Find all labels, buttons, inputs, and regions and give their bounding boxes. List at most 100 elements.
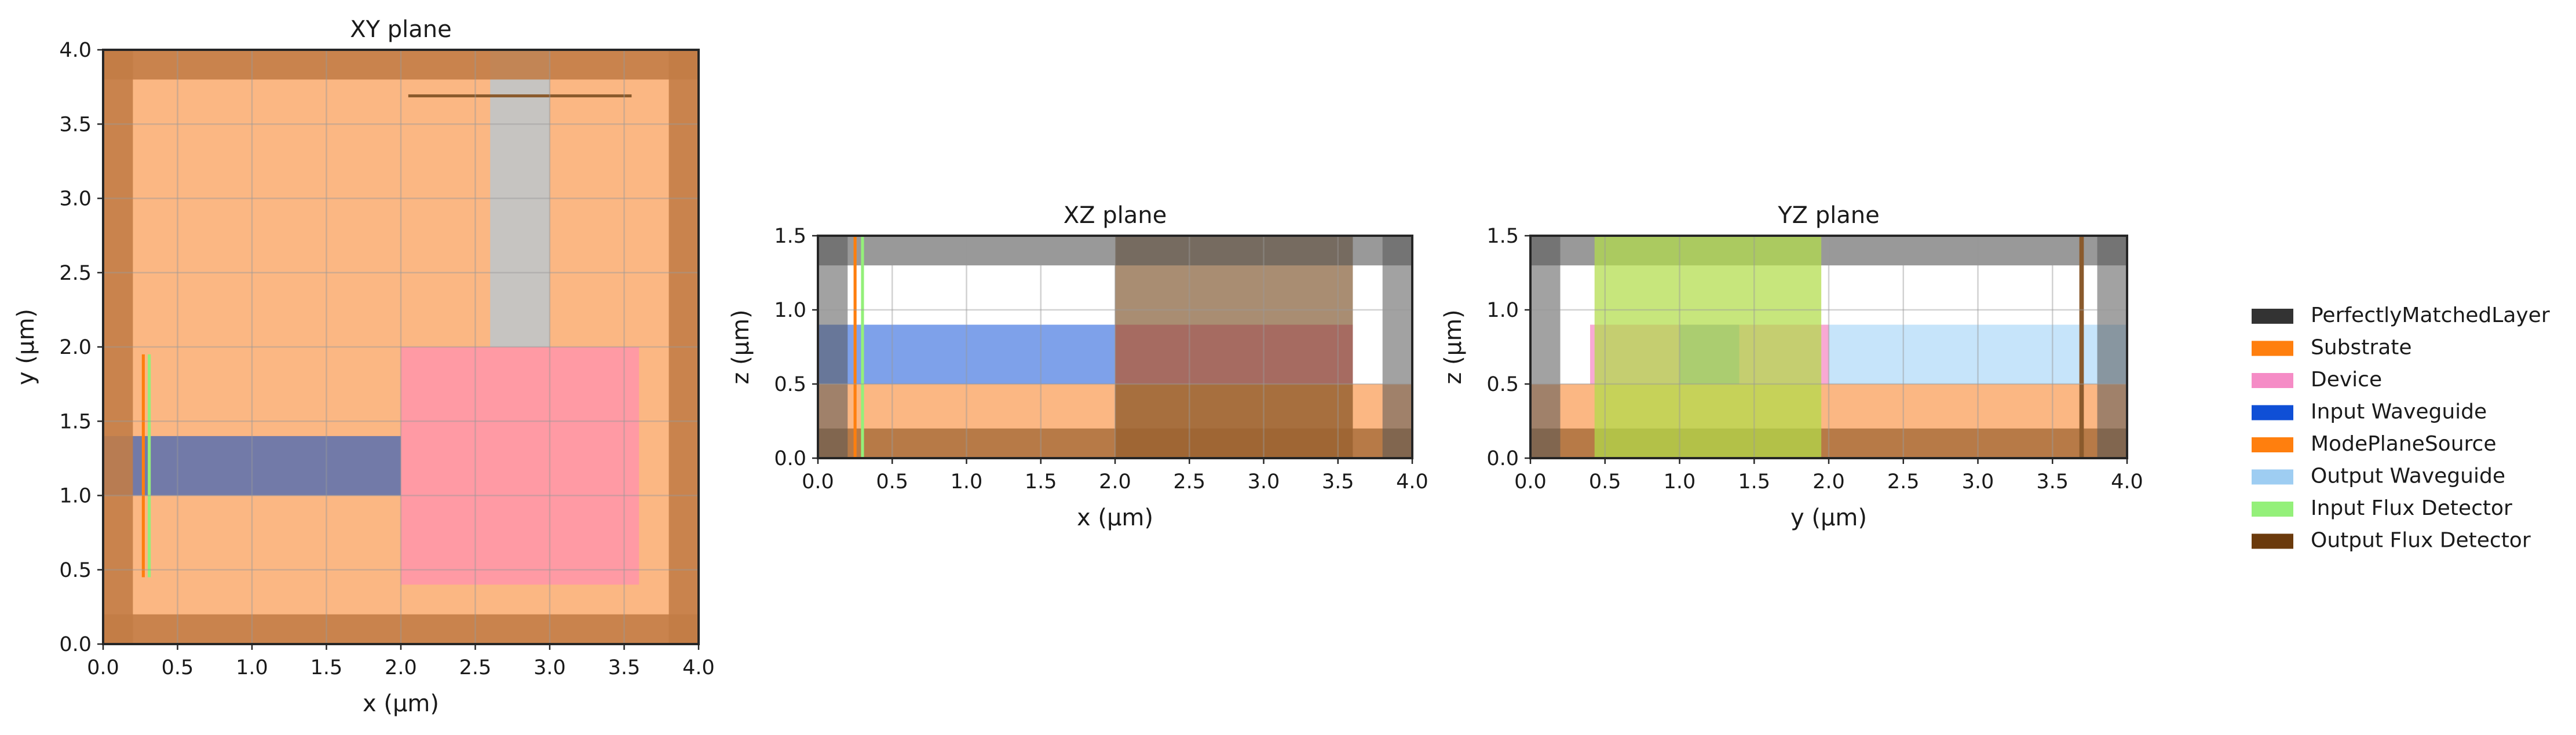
x-tick-label: 3.5 <box>2036 470 2069 493</box>
region-shape <box>103 614 699 644</box>
legend-swatch <box>2252 405 2293 420</box>
region-shape <box>1829 324 2127 384</box>
region-shape <box>1594 236 1822 458</box>
x-tick-label: 0.0 <box>1514 470 1547 493</box>
y-tick-label: 0.5 <box>1486 373 1519 396</box>
panel-title: XZ plane <box>1064 202 1167 229</box>
plot-area <box>818 236 1412 458</box>
y-axis-label: z (µm) <box>728 309 754 384</box>
panel-1: 0.0 0.5 1.0 1.5 2.0 2.5 3.0 3.5 4.0 0.0 0.5 1.0 1.5 2… <box>13 16 715 717</box>
y-tick-label: 0.0 <box>774 447 806 470</box>
y-tick-label: 0.0 <box>1486 447 1519 470</box>
y-tick-label: 1.5 <box>59 410 92 433</box>
panel-title: XY plane <box>350 16 452 43</box>
region-shape <box>668 50 699 644</box>
legend-swatch <box>2252 309 2293 324</box>
region-shape <box>818 428 1412 458</box>
region-shape <box>148 354 151 577</box>
x-tick-label: 4.0 <box>1396 470 1428 493</box>
plot-area <box>1530 236 2127 458</box>
region-shape <box>1382 236 1412 458</box>
y-tick-label: 1.0 <box>774 299 806 322</box>
plot-area <box>103 50 699 644</box>
region-shape <box>408 94 632 98</box>
x-tick-label: 2.0 <box>1813 470 1845 493</box>
x-axis-label: x (µm) <box>1077 504 1153 531</box>
x-tick-label: 0.5 <box>876 470 908 493</box>
legend-label: Input Flux Detector <box>2311 496 2512 520</box>
y-tick-label: 4.0 <box>59 39 92 62</box>
region-shape <box>2097 236 2127 458</box>
x-tick-label: 0.5 <box>162 656 194 679</box>
y-tick-label: 1.0 <box>1486 299 1519 322</box>
region-shape <box>818 324 1115 384</box>
region-shape <box>103 50 699 80</box>
y-tick-label: 0.5 <box>59 559 92 582</box>
region-shape <box>1530 236 1561 458</box>
x-tick-label: 1.0 <box>951 470 983 493</box>
panel-3: 0.0 0.5 1.0 1.5 2.0 2.5 3.0 3.5 4.0 0.0 0.5 1.0 1.5 Y… <box>1440 202 2143 531</box>
y-tick-label: 3.0 <box>59 188 92 211</box>
panel-title: YZ plane <box>1777 202 1880 229</box>
legend-label: ModePlaneSource <box>2311 432 2496 456</box>
y-tick-label: 1.0 <box>59 485 92 508</box>
region-shape <box>490 50 550 347</box>
x-tick-label: 3.0 <box>1248 470 1280 493</box>
x-tick-label: 1.5 <box>1025 470 1057 493</box>
x-tick-label: 2.5 <box>1887 470 1920 493</box>
y-axis-label: z (µm) <box>1440 309 1467 384</box>
legend-swatch <box>2252 469 2293 485</box>
legend-label: Input Waveguide <box>2311 400 2487 424</box>
y-tick-label: 1.5 <box>1486 225 1519 248</box>
x-tick-label: 1.0 <box>236 656 268 679</box>
x-axis-label: y (µm) <box>1791 504 1867 531</box>
legend-label: Output Waveguide <box>2311 465 2505 488</box>
legend-swatch <box>2252 341 2293 356</box>
panel-2: 0.0 0.5 1.0 1.5 2.0 2.5 3.0 3.5 4.0 0.0 0.5 1.0 1.5 X… <box>728 202 1428 531</box>
x-tick-label: 3.0 <box>534 656 566 679</box>
legend-label: Substrate <box>2311 336 2412 360</box>
y-tick-label: 3.5 <box>59 113 92 136</box>
region-shape <box>2079 236 2084 458</box>
x-tick-label: 2.0 <box>1099 470 1131 493</box>
x-tick-label: 4.0 <box>682 656 715 679</box>
x-tick-label: 2.5 <box>1173 470 1205 493</box>
legend-label: PerfectlyMatchedLayer <box>2311 303 2550 327</box>
x-tick-label: 0.0 <box>87 656 119 679</box>
x-tick-label: 3.5 <box>1322 470 1354 493</box>
region-shape <box>103 50 133 644</box>
region-shape <box>818 236 848 458</box>
x-tick-label: 3.0 <box>1962 470 1994 493</box>
x-tick-label: 4.0 <box>2111 470 2143 493</box>
x-tick-label: 3.5 <box>608 656 641 679</box>
x-tick-label: 1.5 <box>1738 470 1770 493</box>
y-tick-label: 0.5 <box>774 373 806 396</box>
legend-label: Output Flux Detector <box>2311 529 2531 553</box>
legend-label: Device <box>2311 368 2382 392</box>
x-tick-label: 2.0 <box>385 656 417 679</box>
y-tick-label: 2.5 <box>59 262 92 285</box>
region-shape <box>401 347 640 585</box>
x-tick-label: 1.0 <box>1664 470 1696 493</box>
region-shape <box>853 236 857 458</box>
region-shape <box>141 354 145 577</box>
region-shape <box>1115 236 1353 458</box>
legend: PerfectlyMatchedLayer Substrate Device Inpu… <box>2252 303 2550 553</box>
legend-swatch <box>2252 502 2293 517</box>
x-tick-label: 2.5 <box>459 656 492 679</box>
region-shape <box>861 236 864 458</box>
region-shape <box>818 236 1412 266</box>
y-tick-label: 2.0 <box>59 336 92 359</box>
y-tick-label: 0.0 <box>59 633 92 656</box>
legend-swatch <box>2252 373 2293 388</box>
x-tick-label: 0.0 <box>802 470 834 493</box>
y-tick-label: 1.5 <box>774 225 806 248</box>
x-axis-label: x (µm) <box>363 690 439 717</box>
x-tick-label: 0.5 <box>1589 470 1621 493</box>
x-tick-label: 1.5 <box>310 656 343 679</box>
legend-swatch <box>2252 533 2293 549</box>
region-shape <box>103 436 401 496</box>
y-axis-label: y (µm) <box>13 309 39 385</box>
legend-swatch <box>2252 437 2293 452</box>
